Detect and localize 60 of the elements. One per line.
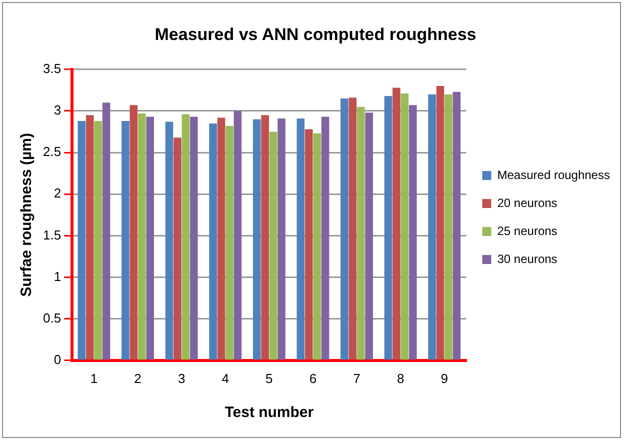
legend-label: 25 neurons (497, 224, 558, 238)
bar (138, 113, 146, 360)
y-tick-label: 0.5 (42, 310, 62, 326)
bar (436, 86, 444, 360)
bar (174, 138, 182, 360)
bar (94, 120, 102, 360)
bar (182, 114, 190, 360)
y-tick-label: 1 (54, 268, 62, 284)
x-tick-label: 8 (396, 370, 404, 386)
bar (304, 129, 313, 360)
y-tick-label: 3 (54, 102, 62, 118)
bar (313, 133, 321, 360)
bar (86, 115, 94, 360)
x-tick-label: 6 (309, 370, 317, 386)
bar (209, 123, 217, 360)
bar (452, 92, 461, 360)
x-tick-label: 9 (440, 370, 448, 386)
bar (102, 102, 110, 360)
bar (392, 88, 400, 360)
legend-label: Measured roughness (497, 168, 610, 182)
legend-label: 20 neurons (497, 196, 558, 210)
y-tick-label: 2.5 (42, 144, 62, 160)
bar (252, 119, 261, 360)
bar (234, 110, 242, 360)
y-tick-label: 1.5 (42, 227, 62, 242)
bar (428, 94, 436, 360)
x-axis-title: Test number (224, 404, 314, 422)
x-tick-label: 5 (266, 370, 273, 386)
bar (348, 98, 357, 360)
bar (226, 126, 234, 360)
bar (261, 115, 269, 360)
bar (356, 106, 365, 360)
x-tick-label: 4 (222, 370, 229, 386)
bar (217, 118, 226, 360)
x-tick-label: 7 (353, 370, 360, 386)
x-tick-label: 1 (90, 370, 98, 386)
y-tick-label: 2 (54, 186, 62, 201)
bar (146, 116, 154, 360)
bar (130, 105, 138, 360)
bar (384, 96, 392, 360)
y-axis-title: Surfae roughness (µm) (18, 133, 36, 297)
bar (165, 122, 174, 360)
bar (296, 118, 305, 360)
y-tick-label: 0 (54, 352, 62, 367)
y-tick-label: 3.5 (42, 60, 62, 76)
bar (365, 112, 373, 360)
bar (278, 118, 286, 360)
bar (340, 98, 348, 360)
bar (408, 105, 417, 360)
bar (400, 94, 409, 360)
chart-title: Measured vs ANN computed roughness (154, 24, 476, 44)
legend-label: 30 neurons (497, 252, 558, 266)
bar (321, 116, 330, 360)
x-tick-label: 3 (178, 370, 186, 386)
bar (78, 120, 86, 360)
bar (190, 116, 198, 360)
bar (269, 132, 278, 360)
bar (444, 94, 452, 360)
bar (122, 120, 130, 360)
x-tick-label: 2 (134, 370, 142, 386)
